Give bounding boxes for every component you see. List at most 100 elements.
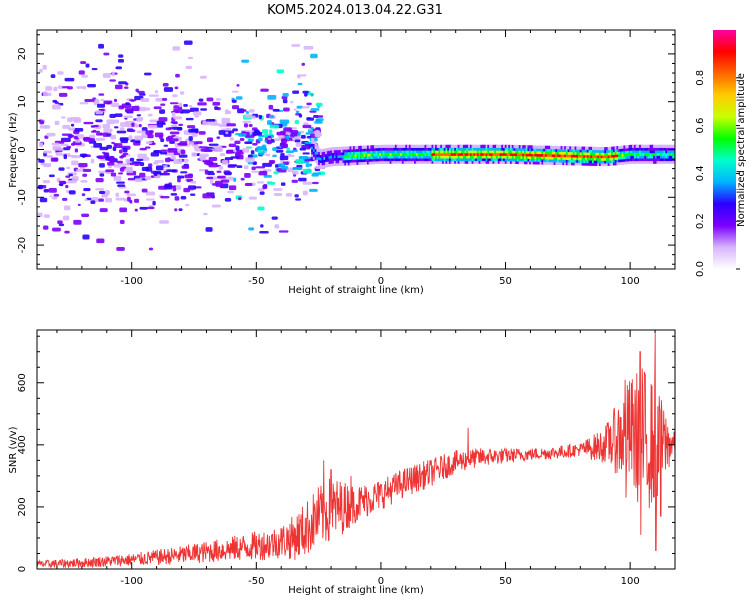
spectrogram-cell: [644, 147, 648, 151]
spectrogram-cell: [170, 193, 178, 196]
spectrogram-cell: [391, 160, 395, 164]
spectrogram-cell: [116, 130, 127, 134]
spectrogram-cell: [529, 153, 533, 157]
spectrogram-cell: [476, 152, 480, 156]
spectrogram-cell: [452, 152, 456, 156]
spectrogram-cell: [347, 149, 351, 153]
spectrogram-cell: [447, 155, 451, 159]
spectrogram-cell: [39, 68, 43, 73]
spectrogram-cell: [178, 208, 183, 212]
spectrogram-cell: [257, 150, 264, 153]
spectrogram-cell: [398, 144, 402, 148]
spectrogram-cell: [546, 158, 550, 163]
spectrogram-cell: [63, 154, 68, 160]
spectrogram-cell: [548, 148, 552, 152]
spectrogram-cell: [660, 144, 664, 148]
spectrogram-cell: [466, 147, 470, 151]
spectrogram-cell: [276, 131, 282, 136]
spectrogram-cell: [562, 161, 566, 166]
spectrogram-cell: [398, 152, 402, 156]
spectrogram-cell: [382, 147, 386, 151]
spectrogram-cell: [534, 150, 538, 154]
spectrogram-cell: [407, 144, 411, 148]
spectrogram-cell: [480, 157, 484, 162]
spectrogram-cell: [626, 158, 630, 162]
spectrogram-cell: [569, 146, 573, 150]
spectrogram-cell: [551, 145, 555, 150]
spectrogram-cell: [163, 170, 168, 176]
spectrogram-cell: [172, 187, 177, 192]
spectrogram-cell: [604, 162, 608, 167]
spectrogram-y-tick-label: 10: [17, 95, 28, 108]
spectrogram-cell: [273, 188, 283, 191]
spectrogram-cell: [632, 155, 636, 159]
spectrogram-cell: [588, 157, 592, 161]
spectrogram-cell: [511, 152, 515, 157]
spectrogram-cell: [557, 156, 561, 160]
spectrogram-cell: [372, 155, 376, 159]
spectrogram-cell: [370, 153, 374, 157]
spectrogram-cell: [178, 154, 188, 158]
spectrogram-cell: [501, 147, 505, 151]
spectrogram-cell: [633, 155, 637, 159]
spectrogram-cell: [625, 145, 629, 149]
spectrogram-cell: [565, 151, 569, 155]
spectrogram-cell: [551, 153, 555, 157]
spectrogram-cell: [637, 147, 641, 151]
spectrogram-cell: [508, 155, 512, 159]
spectrogram-cell: [175, 73, 180, 78]
spectrogram-cell: [126, 196, 131, 202]
spectrogram-cell: [544, 150, 548, 155]
spectrogram-cell: [125, 102, 130, 105]
spectrogram-cell: [419, 150, 423, 154]
spectrogram-cell: [583, 162, 587, 166]
spectrogram-cell: [544, 161, 548, 165]
spectrogram-cell: [653, 150, 657, 154]
spectrogram-cell: [295, 159, 304, 165]
spectrogram-cell: [351, 161, 355, 166]
spectrogram-cell: [530, 161, 534, 165]
spectrogram-cell: [546, 151, 550, 155]
spectrogram-cell: [389, 157, 393, 162]
spectrogram-cell: [494, 144, 498, 148]
spectrogram-cell: [200, 75, 207, 79]
spectrogram-cell: [478, 150, 482, 154]
spectrogram-cell: [403, 152, 407, 156]
spectrogram-cell: [312, 153, 316, 158]
spectrogram-cell: [396, 160, 400, 164]
spectrogram-cell: [550, 156, 554, 160]
spectrogram-cell: [623, 161, 627, 165]
spectrogram-cell: [516, 152, 520, 157]
spectrogram-cell: [289, 134, 298, 137]
spectrogram-cell: [211, 204, 221, 208]
spectrogram-cell: [326, 158, 330, 162]
spectrogram-cell: [238, 197, 242, 201]
spectrogram-cell: [370, 155, 374, 160]
spectrogram-cell: [667, 155, 671, 159]
spectrogram-cell: [361, 156, 365, 160]
spectrogram-cell: [539, 158, 543, 162]
spectrogram-cell: [401, 152, 405, 156]
spectrogram-cell: [145, 166, 153, 172]
spectrogram-cell: [609, 162, 613, 166]
spectrogram-cell: [569, 159, 573, 163]
colorbar-tick-label: 0.2: [695, 213, 706, 229]
spectrogram-cell: [534, 156, 538, 160]
spectrogram-cell: [278, 230, 289, 233]
spectrogram-cell: [225, 131, 229, 135]
spectrogram-cell: [239, 137, 245, 142]
spectrogram-cell: [154, 89, 159, 94]
spectrogram-cell: [64, 230, 70, 234]
spectrogram-cell: [48, 174, 55, 178]
spectrogram-cell: [396, 152, 400, 156]
spectrogram-cell: [358, 145, 362, 150]
spectrogram-cell: [513, 144, 517, 149]
spectrogram-cell: [424, 147, 428, 151]
spectrogram-cell: [475, 150, 479, 154]
spectrogram-cell: [612, 162, 616, 166]
spectrogram-cell: [218, 130, 226, 135]
spectrogram-cell: [441, 144, 445, 148]
spectrogram-cell: [257, 137, 263, 142]
spectrogram-cell: [476, 157, 480, 162]
